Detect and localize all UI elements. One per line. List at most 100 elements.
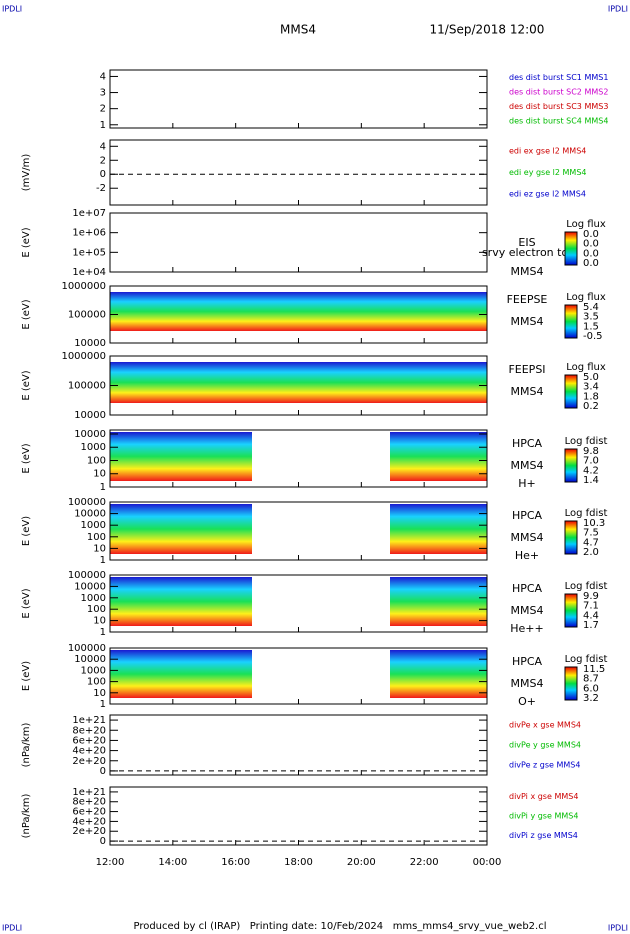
colorbar-tick-label: 1.7	[583, 620, 599, 631]
colorbar-title: Log fdist	[565, 508, 608, 519]
colorbar-tick-label: 7.5	[583, 528, 599, 539]
instrument-label: MMS4	[511, 677, 544, 690]
y-tick-label: 10000	[74, 410, 106, 421]
spectrogram	[110, 504, 252, 554]
colorbar-title: Log fdist	[565, 654, 608, 665]
y-tick-label: 3	[100, 88, 106, 99]
date: 11/Sep/2018 12:00	[430, 23, 545, 37]
colorbar-tick-label: 0.0	[583, 229, 599, 240]
instrument-label: HPCA	[512, 582, 543, 595]
legend-entry: divPe y gse MMS4	[509, 741, 581, 750]
instrument-label: srvy electron tof	[482, 246, 573, 259]
y-tick-label: 1e+05	[72, 247, 106, 258]
y-tick-label: 0	[100, 836, 106, 847]
y-tick-label: 8e+20	[72, 725, 106, 736]
y-tick-label: 2e+20	[72, 826, 106, 837]
y-tick-label: 10000	[74, 509, 106, 520]
colorbar-tick-label: 1.4	[583, 475, 599, 486]
mission: MMS4	[280, 23, 316, 37]
y-axis-label: (nPa/km)	[21, 794, 32, 839]
colorbar-tick-label: 5.4	[583, 302, 599, 313]
colorbar-tick-label: 7.0	[583, 456, 599, 467]
y-tick-label: 10	[93, 616, 106, 627]
corner-label: IPDLI	[2, 924, 22, 933]
legend-entry: des dist burst SC4 MMS4	[509, 116, 608, 125]
spectrogram	[390, 432, 487, 481]
colorbar-tick-label: 8.7	[583, 674, 599, 685]
y-tick-label: 1	[100, 120, 106, 131]
colorbar-tick-label: 6.0	[583, 683, 599, 694]
colorbar-tick-label: 4.4	[583, 610, 599, 621]
legend-entry: edi ez gse l2 MMS4	[509, 190, 586, 199]
instrument-label: MMS4	[511, 459, 544, 472]
y-axis-label: E (eV)	[21, 661, 32, 691]
legend-entry: des dist burst SC1 MMS1	[509, 73, 608, 82]
colorbar-title: Log flux	[566, 219, 606, 230]
y-tick-label: 1000000	[61, 281, 106, 292]
colorbar-title: Log fdist	[565, 581, 608, 592]
y-tick-label: 1000000	[61, 351, 106, 362]
x-tick-label: 00:00	[473, 857, 502, 868]
colorbar	[564, 666, 578, 701]
y-tick-label: 2	[100, 104, 106, 115]
y-tick-label: 10000	[74, 429, 106, 440]
y-tick-label: 6e+20	[72, 735, 106, 746]
y-tick-label: 4e+20	[72, 816, 106, 827]
colorbar-tick-label: 1.5	[583, 321, 599, 332]
y-tick-label: 10	[93, 469, 106, 480]
colorbar-tick-label: 7.1	[583, 601, 599, 612]
colorbar-title: Log flux	[566, 292, 606, 303]
legend-entry: divPe z gse MMS4	[509, 761, 580, 770]
y-tick-label: 1	[100, 555, 106, 566]
panel-frame	[109, 786, 488, 846]
instrument-label: HPCA	[512, 437, 543, 450]
x-tick-label: 16:00	[221, 857, 250, 868]
y-tick-label: 1e+04	[72, 267, 106, 278]
footer: Produced by cl (IRAP) Printing date: 10/…	[133, 921, 546, 932]
y-tick-label: 1e+21	[72, 787, 106, 798]
y-tick-label: 100	[87, 677, 106, 688]
colorbar	[564, 520, 578, 555]
colorbar-tick-label: 3.5	[583, 312, 599, 323]
x-tick-label: 12:00	[96, 857, 125, 868]
colorbar	[564, 304, 578, 339]
y-axis-label: E (eV)	[21, 370, 32, 400]
y-tick-label: 1	[100, 699, 106, 710]
y-axis-label: E (eV)	[21, 299, 32, 329]
spectrogram	[390, 577, 487, 626]
legend-entry: edi ey gse l2 MMS4	[509, 168, 587, 177]
y-axis-label: E (eV)	[21, 516, 32, 546]
y-axis-label: E (eV)	[21, 227, 32, 257]
colorbar-title: Log flux	[566, 362, 606, 373]
y-tick-label: -2	[96, 183, 106, 194]
spectrogram	[110, 577, 252, 626]
y-tick-label: 1000	[81, 665, 106, 676]
colorbar-tick-label: 0.0	[583, 248, 599, 259]
y-tick-label: 4	[100, 141, 106, 152]
y-tick-label: 2e+20	[72, 756, 106, 767]
spectrogram	[110, 650, 252, 698]
x-tick-label: 20:00	[347, 857, 376, 868]
y-axis-label: (nPa/km)	[21, 723, 32, 768]
corner-label: IPDLI	[608, 924, 628, 933]
colorbar-tick-label: 9.8	[583, 446, 599, 457]
instrument-label: MMS4	[511, 385, 544, 398]
colorbar-tick-label: 2.0	[583, 547, 599, 558]
legend-entry: des dist burst SC2 MMS2	[509, 87, 608, 96]
instrument-label: MMS4	[511, 315, 544, 328]
y-tick-label: 10	[93, 543, 106, 554]
colorbar-title: Log fdist	[565, 436, 608, 447]
colorbar-tick-label: 4.7	[583, 537, 599, 548]
y-tick-label: 100000	[68, 310, 106, 321]
legend-entry: divPi z gse MMS4	[509, 831, 578, 840]
instrument-label: EIS	[518, 236, 535, 249]
y-tick-label: 100	[87, 532, 106, 543]
instrument-label: MMS4	[511, 265, 544, 278]
instrument-label: H+	[518, 477, 536, 490]
legend-entry: divPi x gse MMS4	[509, 792, 578, 801]
x-tick-label: 18:00	[284, 857, 313, 868]
legend-entry: divPe x gse MMS4	[509, 721, 581, 730]
y-tick-label: 10000	[74, 581, 106, 592]
y-tick-label: 100000	[68, 381, 106, 392]
